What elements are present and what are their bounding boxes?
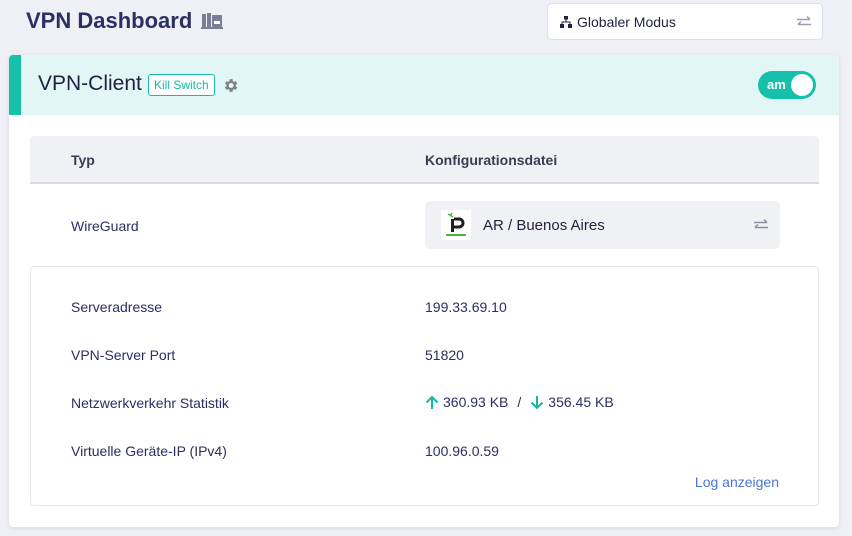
traffic-separator: / bbox=[517, 394, 522, 410]
traffic-stats-value: 360.93 KB / 356.45 KB bbox=[425, 394, 614, 410]
accent-bar bbox=[9, 55, 21, 115]
table-header: Typ Konfigurationsdatei bbox=[30, 136, 819, 184]
gear-icon[interactable] bbox=[222, 77, 239, 94]
vpn-toggle[interactable]: am bbox=[758, 71, 816, 99]
config-file-select[interactable]: AR / Buenos Aires bbox=[425, 201, 780, 249]
virtual-ip-label: Virtuelle Geräte-IP (IPv4) bbox=[71, 443, 227, 459]
details-panel: Serveradresse 199.33.69.10 VPN-Server Po… bbox=[30, 266, 819, 506]
vpn-client-card: VPN-Client Kill Switch am Typ Konfigurat… bbox=[9, 55, 839, 527]
provider-logo-icon bbox=[441, 210, 471, 240]
server-address-label: Serveradresse bbox=[71, 299, 163, 315]
card-header: VPN-Client Kill Switch am bbox=[9, 55, 839, 115]
column-header-config: Konfigurationsdatei bbox=[425, 152, 558, 168]
toggle-label: am bbox=[767, 77, 786, 92]
column-header-type: Typ bbox=[71, 152, 95, 168]
mode-select[interactable]: Globaler Modus bbox=[547, 3, 823, 40]
config-file-value: AR / Buenos Aires bbox=[483, 217, 605, 234]
server-port-value: 51820 bbox=[425, 347, 464, 363]
mode-select-value: Globaler Modus bbox=[577, 13, 676, 30]
toggle-knob bbox=[791, 74, 813, 96]
upload-value: 360.93 KB bbox=[443, 394, 509, 410]
network-icon bbox=[560, 15, 572, 28]
header: VPN Dashboard Globaler Modus bbox=[0, 0, 852, 52]
swap-arrows-icon bbox=[797, 16, 811, 26]
swap-arrows-icon bbox=[754, 219, 768, 229]
card-title: VPN-Client bbox=[38, 72, 142, 95]
virtual-ip-value: 100.96.0.59 bbox=[425, 443, 499, 459]
show-log-link[interactable]: Log anzeigen bbox=[694, 474, 779, 490]
vpn-type-value: WireGuard bbox=[71, 218, 139, 234]
arrow-up-icon bbox=[425, 395, 439, 409]
download-value: 356.45 KB bbox=[548, 394, 614, 410]
traffic-stats-label: Netzwerkverkehr Statistik bbox=[71, 395, 229, 411]
server-port-label: VPN-Server Port bbox=[71, 347, 176, 363]
table-row: WireGuard AR / Buenos Aires bbox=[30, 184, 819, 266]
vpn-book-icon bbox=[201, 13, 223, 29]
kill-switch-badge: Kill Switch bbox=[148, 74, 215, 96]
server-address-value: 199.33.69.10 bbox=[425, 299, 507, 315]
arrow-down-icon bbox=[531, 395, 544, 409]
page-title: VPN Dashboard bbox=[26, 8, 193, 33]
